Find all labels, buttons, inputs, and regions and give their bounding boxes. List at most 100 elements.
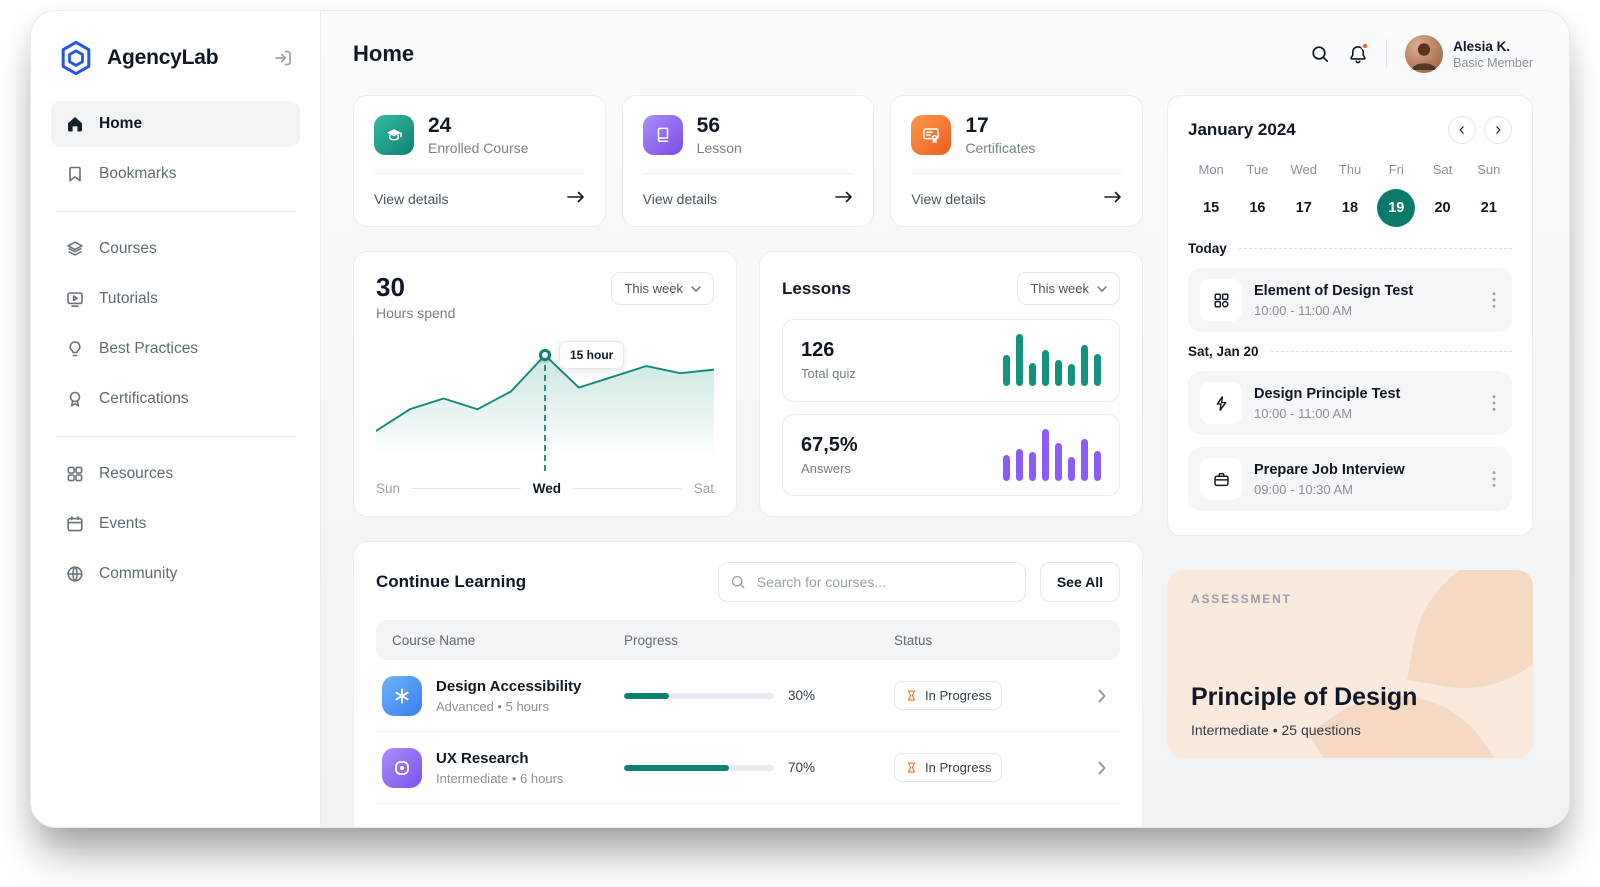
video-tutorial-icon xyxy=(65,289,85,309)
hours-value: 30 xyxy=(376,272,405,302)
sidebar-divider xyxy=(55,436,296,437)
hourglass-icon xyxy=(907,690,916,701)
sidebar-item-certifications[interactable]: Certifications xyxy=(51,376,300,422)
kebab-menu-icon[interactable] xyxy=(1488,466,1500,492)
chevron-right-icon[interactable] xyxy=(1084,689,1120,703)
hours-spend-card: 30 Hours spend This week xyxy=(353,251,737,517)
calendar-next-button[interactable] xyxy=(1484,116,1512,144)
calendar-date[interactable]: 16 xyxy=(1249,200,1266,216)
course-name: Design Accessibility xyxy=(436,677,582,695)
lessons-week-filter-dropdown[interactable]: This week xyxy=(1017,272,1120,305)
calendar-card: January 2024 Mon Tue Wed Thu Fri Sat S xyxy=(1167,95,1533,536)
sidebar-item-community[interactable]: Community xyxy=(51,551,300,597)
sidebar-item-resources[interactable]: Resources xyxy=(51,451,300,497)
event-card[interactable]: Prepare Job Interview 09:00 - 10:30 AM xyxy=(1188,447,1512,511)
layers-icon xyxy=(65,239,85,259)
hours-line-chart: 15 hour xyxy=(376,329,714,471)
calendar-date-selected[interactable]: 19 xyxy=(1377,189,1416,227)
sidebar-item-events[interactable]: Events xyxy=(51,501,300,547)
briefcase-icon xyxy=(1200,458,1242,500)
chevron-right-icon[interactable] xyxy=(1084,761,1120,775)
quiz-value: 126 xyxy=(801,339,835,362)
sidebar-item-best-practices[interactable]: Best Practices xyxy=(51,326,300,372)
flower-asterisk-icon xyxy=(382,675,422,716)
hours-x-axis: Sun Wed Sat xyxy=(376,481,714,496)
collapse-sidebar-icon[interactable] xyxy=(272,47,294,69)
quiz-bar-chart xyxy=(1003,334,1101,387)
bell-icon[interactable] xyxy=(1348,41,1370,65)
bookmark-icon xyxy=(65,164,85,184)
continue-learning-card: Continue Learning See All Course Name Pr… xyxy=(353,541,1143,827)
calendar-date[interactable]: 18 xyxy=(1341,200,1359,216)
sidebar-nav: Home Bookmarks Courses Tutorials Best Pr… xyxy=(51,101,300,597)
calendar-date[interactable]: 20 xyxy=(1434,200,1451,216)
view-details-link[interactable]: View details xyxy=(374,173,585,223)
calendar-date[interactable]: 21 xyxy=(1480,200,1497,216)
assessment-card[interactable]: ASSESSMENT Principle of Design Intermedi… xyxy=(1167,570,1533,758)
sidebar-item-label: Home xyxy=(99,115,143,132)
column-status: Status xyxy=(894,632,933,648)
topbar-divider xyxy=(1386,39,1388,69)
course-meta: Advanced • 5 hours xyxy=(436,698,549,714)
sidebar-item-tutorials[interactable]: Tutorials xyxy=(51,276,300,322)
user-role: Basic Member xyxy=(1453,55,1533,70)
event-title: Design Principle Test xyxy=(1254,385,1401,402)
calendar-section-today: Today xyxy=(1188,241,1512,256)
arrow-right-icon xyxy=(566,190,585,208)
hours-week-filter-dropdown[interactable]: This week xyxy=(611,272,714,305)
search-input[interactable] xyxy=(717,562,1026,602)
sidebar-item-home[interactable]: Home xyxy=(51,101,300,147)
assessment-title: Principle of Design xyxy=(1191,683,1418,711)
app-window: AgencyLab Home Bookmarks Courses Tutoria xyxy=(30,10,1570,828)
event-time: 10:00 - 11:00 AM xyxy=(1254,405,1353,421)
sidebar-item-label: Certifications xyxy=(99,390,189,407)
table-header: Course Name Progress Status xyxy=(376,620,1120,660)
main-area: Home Alesia K. Basic Member xyxy=(321,11,1569,827)
assessment-label: ASSESSMENT xyxy=(1191,592,1292,606)
user-menu[interactable]: Alesia K. Basic Member xyxy=(1405,35,1533,73)
event-time: 09:00 - 10:30 AM xyxy=(1254,481,1354,497)
sidebar-item-label: Community xyxy=(99,565,178,582)
answers-bar-chart xyxy=(1003,428,1101,481)
sidebar-item-label: Tutorials xyxy=(99,290,158,307)
badge-icon xyxy=(65,389,85,409)
table-row[interactable]: Design Accessibility Advanced • 5 hours … xyxy=(376,660,1120,732)
kebab-menu-icon[interactable] xyxy=(1488,287,1500,313)
sidebar-divider xyxy=(55,211,296,212)
course-name: UX Research xyxy=(436,749,529,767)
arrow-right-icon xyxy=(1104,190,1122,208)
column-course-name: Course Name xyxy=(392,632,476,648)
page-title: Home xyxy=(353,41,415,66)
event-time: 10:00 - 11:00 AM xyxy=(1254,302,1353,318)
continue-learning-title: Continue Learning xyxy=(376,572,527,591)
stat-value: 24 xyxy=(428,114,452,137)
stat-value: 56 xyxy=(696,114,721,137)
stat-label: Enrolled Course xyxy=(428,140,529,157)
sidebar: AgencyLab Home Bookmarks Courses Tutoria xyxy=(31,11,321,827)
calendar-date[interactable]: 15 xyxy=(1203,200,1220,216)
sidebar-item-label: Bookmarks xyxy=(99,165,177,182)
sidebar-item-bookmarks[interactable]: Bookmarks xyxy=(51,151,300,197)
course-search xyxy=(717,562,1026,602)
event-card[interactable]: Design Principle Test 10:00 - 11:00 AM xyxy=(1188,371,1512,435)
view-details-link[interactable]: View details xyxy=(911,173,1123,223)
stat-label: Lesson xyxy=(696,140,742,157)
user-name: Alesia K. xyxy=(1453,38,1511,54)
progress-label: 30% xyxy=(788,688,816,703)
lightbulb-icon xyxy=(65,339,85,359)
table-row[interactable]: UX Research Intermediate • 6 hours 70% xyxy=(376,732,1120,804)
book-icon xyxy=(642,115,683,156)
calendar-month-title: January 2024 xyxy=(1188,120,1296,139)
event-card[interactable]: Element of Design Test 10:00 - 11:00 AM xyxy=(1188,268,1512,332)
view-details-link[interactable]: View details xyxy=(642,173,854,223)
see-all-button[interactable]: See All xyxy=(1039,562,1120,602)
search-icon[interactable] xyxy=(1310,44,1330,64)
calendar-prev-button[interactable] xyxy=(1448,116,1476,144)
kebab-menu-icon[interactable] xyxy=(1488,390,1500,416)
hourglass-icon xyxy=(907,762,916,773)
calendar-date[interactable]: 17 xyxy=(1295,200,1312,216)
logo-row: AgencyLab xyxy=(51,35,300,101)
event-title: Element of Design Test xyxy=(1254,282,1414,299)
sidebar-item-courses[interactable]: Courses xyxy=(51,226,300,272)
stat-card-enrolled-course: 24 Enrolled Course View details xyxy=(353,95,606,227)
